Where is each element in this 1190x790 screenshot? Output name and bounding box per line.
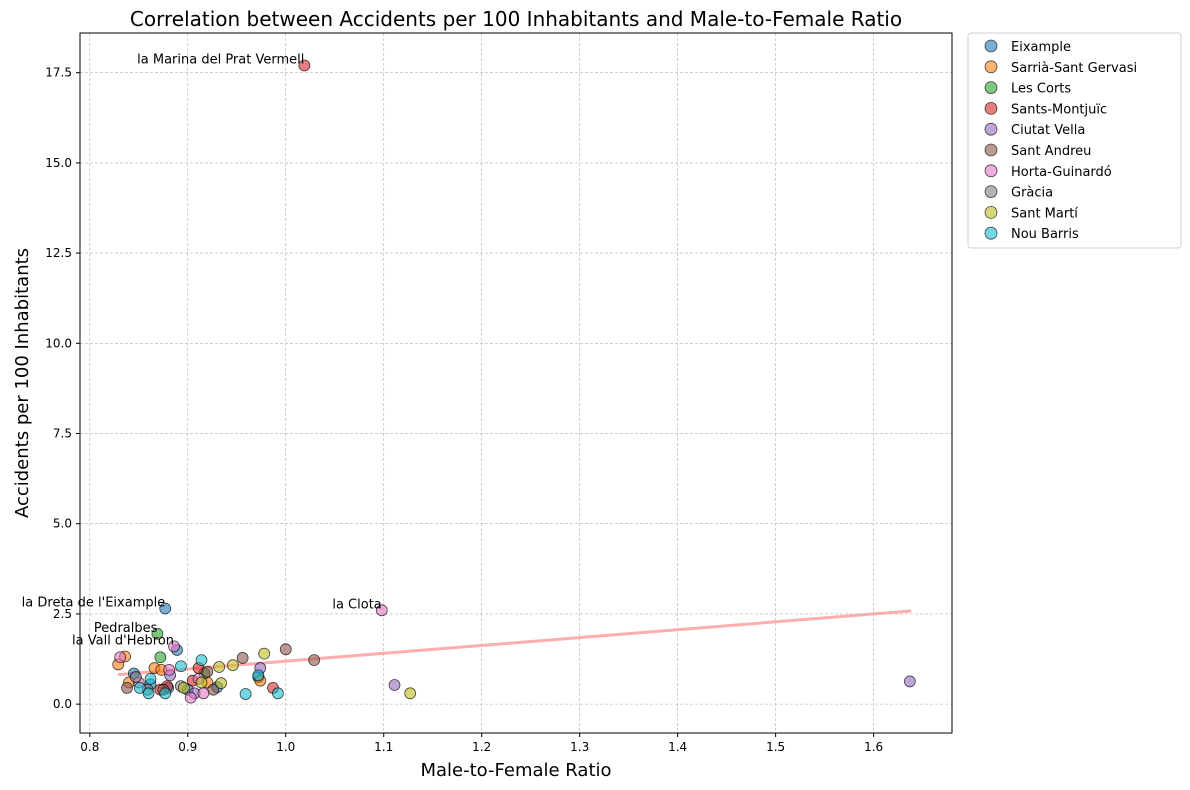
x-axis-ticks: 0.8 0.9 1.0 1.1 1.2 1.3 1.4 1.5 1.6 bbox=[80, 733, 883, 754]
annotations: la Marina del Prat Vermell la Dreta de l'… bbox=[22, 52, 382, 648]
x-tick-label: 1.3 bbox=[570, 740, 589, 754]
y-tick-label: 15.0 bbox=[45, 156, 72, 170]
chart-title: Correlation between Accidents per 100 In… bbox=[130, 7, 902, 31]
data-point bbox=[177, 681, 190, 694]
data-point bbox=[163, 663, 176, 676]
data-point bbox=[175, 660, 187, 673]
data-point bbox=[195, 676, 208, 689]
y-tick-label: 2.5 bbox=[53, 607, 72, 621]
data-point bbox=[279, 643, 292, 656]
legend-label: Eixample bbox=[1011, 40, 1071, 55]
legend-label: Ciutat Vella bbox=[1011, 123, 1085, 138]
data-point bbox=[133, 681, 146, 694]
y-tick-label: 10.0 bbox=[45, 336, 72, 350]
y-tick-label: 7.5 bbox=[53, 427, 72, 441]
trendline bbox=[117, 609, 912, 677]
legend-marker bbox=[984, 185, 998, 199]
y-tick-label: 17.5 bbox=[45, 66, 72, 80]
legend-marker bbox=[984, 143, 998, 157]
data-point bbox=[197, 687, 210, 700]
x-tick-label: 0.8 bbox=[80, 740, 99, 754]
point-annotation: Pedralbes bbox=[94, 621, 158, 636]
data-point bbox=[142, 687, 155, 700]
legend-label: Sant Martí bbox=[1011, 206, 1078, 221]
data-point bbox=[154, 651, 167, 664]
data-point bbox=[195, 654, 208, 667]
legend-marker bbox=[984, 60, 998, 74]
data-point bbox=[201, 665, 214, 678]
y-tick-label: 0.0 bbox=[53, 697, 72, 711]
point-annotation: la Dreta de l'Eixample bbox=[22, 596, 166, 611]
grid-lines bbox=[80, 33, 952, 733]
legend-marker bbox=[984, 102, 998, 115]
legend-label: Horta-Guinardó bbox=[1011, 165, 1112, 180]
point-annotation: la Vall d'Hebron bbox=[72, 633, 174, 648]
x-tick-label: 1.1 bbox=[374, 740, 393, 754]
data-point bbox=[308, 654, 321, 667]
x-tick-label: 1.0 bbox=[276, 740, 295, 754]
x-tick-label: 1.2 bbox=[472, 740, 491, 754]
data-point bbox=[144, 672, 157, 685]
data-point bbox=[114, 651, 127, 664]
y-tick-label: 5.0 bbox=[53, 517, 72, 531]
data-point bbox=[184, 691, 197, 704]
x-tick-label: 1.5 bbox=[766, 740, 785, 754]
data-point bbox=[226, 659, 239, 672]
x-tick-label: 0.9 bbox=[178, 740, 197, 754]
legend-label: Nou Barris bbox=[1011, 227, 1079, 242]
legend: Eixample Sarrià-Sant Gervasi Les Corts Sant… bbox=[967, 32, 1182, 249]
data-point bbox=[236, 652, 249, 664]
trend-line bbox=[117, 609, 912, 677]
point-annotation: la Clota bbox=[332, 597, 381, 612]
data-point bbox=[298, 59, 311, 72]
data-point bbox=[215, 677, 227, 690]
data-point bbox=[272, 687, 284, 700]
point-annotation: la Marina del Prat Vermell bbox=[137, 52, 304, 67]
data-point bbox=[151, 627, 164, 640]
legend-marker bbox=[984, 122, 998, 136]
y-axis-ticks: 0.0 2.5 5.0 7.5 10.0 12.5 15.0 17.5 bbox=[45, 66, 80, 711]
legend-label: Sarrià-Sant Gervasi bbox=[1011, 61, 1137, 76]
x-tick-label: 1.4 bbox=[668, 740, 687, 754]
plot-frame bbox=[79, 32, 953, 734]
data-point bbox=[129, 671, 142, 683]
data-point bbox=[239, 688, 252, 700]
legend-label: Sant Andreu bbox=[1011, 144, 1091, 159]
legend-marker bbox=[984, 226, 998, 240]
data-point bbox=[159, 602, 172, 615]
data-point bbox=[168, 640, 180, 653]
legend-marker bbox=[984, 205, 998, 219]
data-point bbox=[388, 679, 401, 691]
data-point bbox=[404, 687, 417, 700]
x-tick-label: 1.6 bbox=[864, 740, 883, 754]
data-point bbox=[903, 675, 916, 688]
data-points bbox=[112, 59, 916, 704]
data-point bbox=[159, 687, 172, 700]
data-point bbox=[213, 661, 226, 673]
data-point bbox=[258, 647, 271, 660]
data-point bbox=[121, 681, 133, 694]
legend-label: Les Corts bbox=[1011, 82, 1071, 97]
data-point bbox=[252, 669, 265, 682]
legend-label: Gràcia bbox=[1011, 186, 1053, 201]
legend-marker bbox=[984, 81, 998, 94]
y-tick-label: 12.5 bbox=[45, 246, 72, 260]
x-axis-label: Male-to-Female Ratio bbox=[420, 760, 611, 781]
legend-marker bbox=[984, 39, 998, 53]
legend-label: Sants-Montjuïc bbox=[1011, 102, 1107, 117]
legend-marker bbox=[984, 164, 998, 178]
y-axis-label: Accidents per 100 Inhabitants bbox=[12, 248, 33, 518]
data-point bbox=[375, 604, 388, 617]
legend-frame bbox=[967, 32, 1182, 249]
